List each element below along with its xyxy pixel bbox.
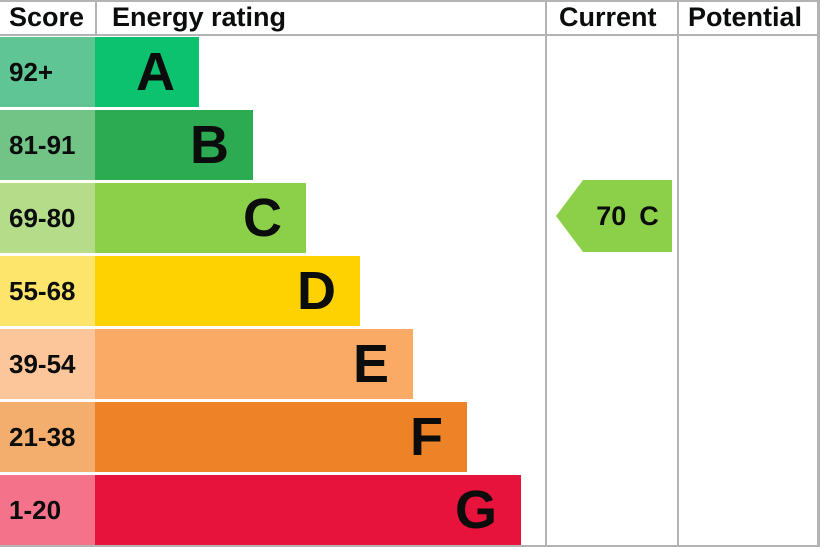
header-divider-line	[0, 34, 820, 36]
header-score: Score	[9, 2, 85, 32]
band-row-f: 21-38 F	[0, 402, 521, 472]
current-rating-arrow: 70 C	[556, 180, 672, 252]
band-row-d: 55-68 D	[0, 256, 521, 326]
band-d-bar: D	[95, 256, 360, 326]
band-a-bar: A	[95, 37, 199, 107]
top-border-line	[0, 0, 820, 2]
header-energy-rating: Energy rating	[112, 2, 287, 32]
band-g-score: 1-20	[0, 475, 95, 545]
band-g-bar: G	[95, 475, 521, 545]
score-column-divider	[95, 0, 97, 36]
band-rows: 92+ A 81-91 B 69-80 C 55-68 D 39-54 E 21…	[0, 37, 521, 545]
current-rating-band: C	[639, 200, 659, 231]
bottom-border-line	[0, 545, 820, 547]
header-current: Current	[559, 2, 657, 32]
band-row-a: 92+ A	[0, 37, 521, 107]
band-a-score: 92+	[0, 37, 95, 107]
current-rating-value: 70	[596, 200, 627, 231]
band-c-bar: C	[95, 183, 306, 253]
current-column-divider	[545, 0, 547, 547]
band-e-bar: E	[95, 329, 413, 399]
band-f-score: 21-38	[0, 402, 95, 472]
band-b-bar: B	[95, 110, 253, 180]
header-potential: Potential	[688, 2, 803, 32]
band-f-bar: F	[95, 402, 467, 472]
band-row-e: 39-54 E	[0, 329, 521, 399]
band-row-b: 81-91 B	[0, 110, 521, 180]
band-e-score: 39-54	[0, 329, 95, 399]
band-b-score: 81-91	[0, 110, 95, 180]
band-c-score: 69-80	[0, 183, 95, 253]
right-border-line	[817, 0, 820, 547]
band-row-c: 69-80 C	[0, 183, 521, 253]
band-row-g: 1-20 G	[0, 475, 521, 545]
potential-column-divider	[677, 0, 679, 547]
band-d-score: 55-68	[0, 256, 95, 326]
